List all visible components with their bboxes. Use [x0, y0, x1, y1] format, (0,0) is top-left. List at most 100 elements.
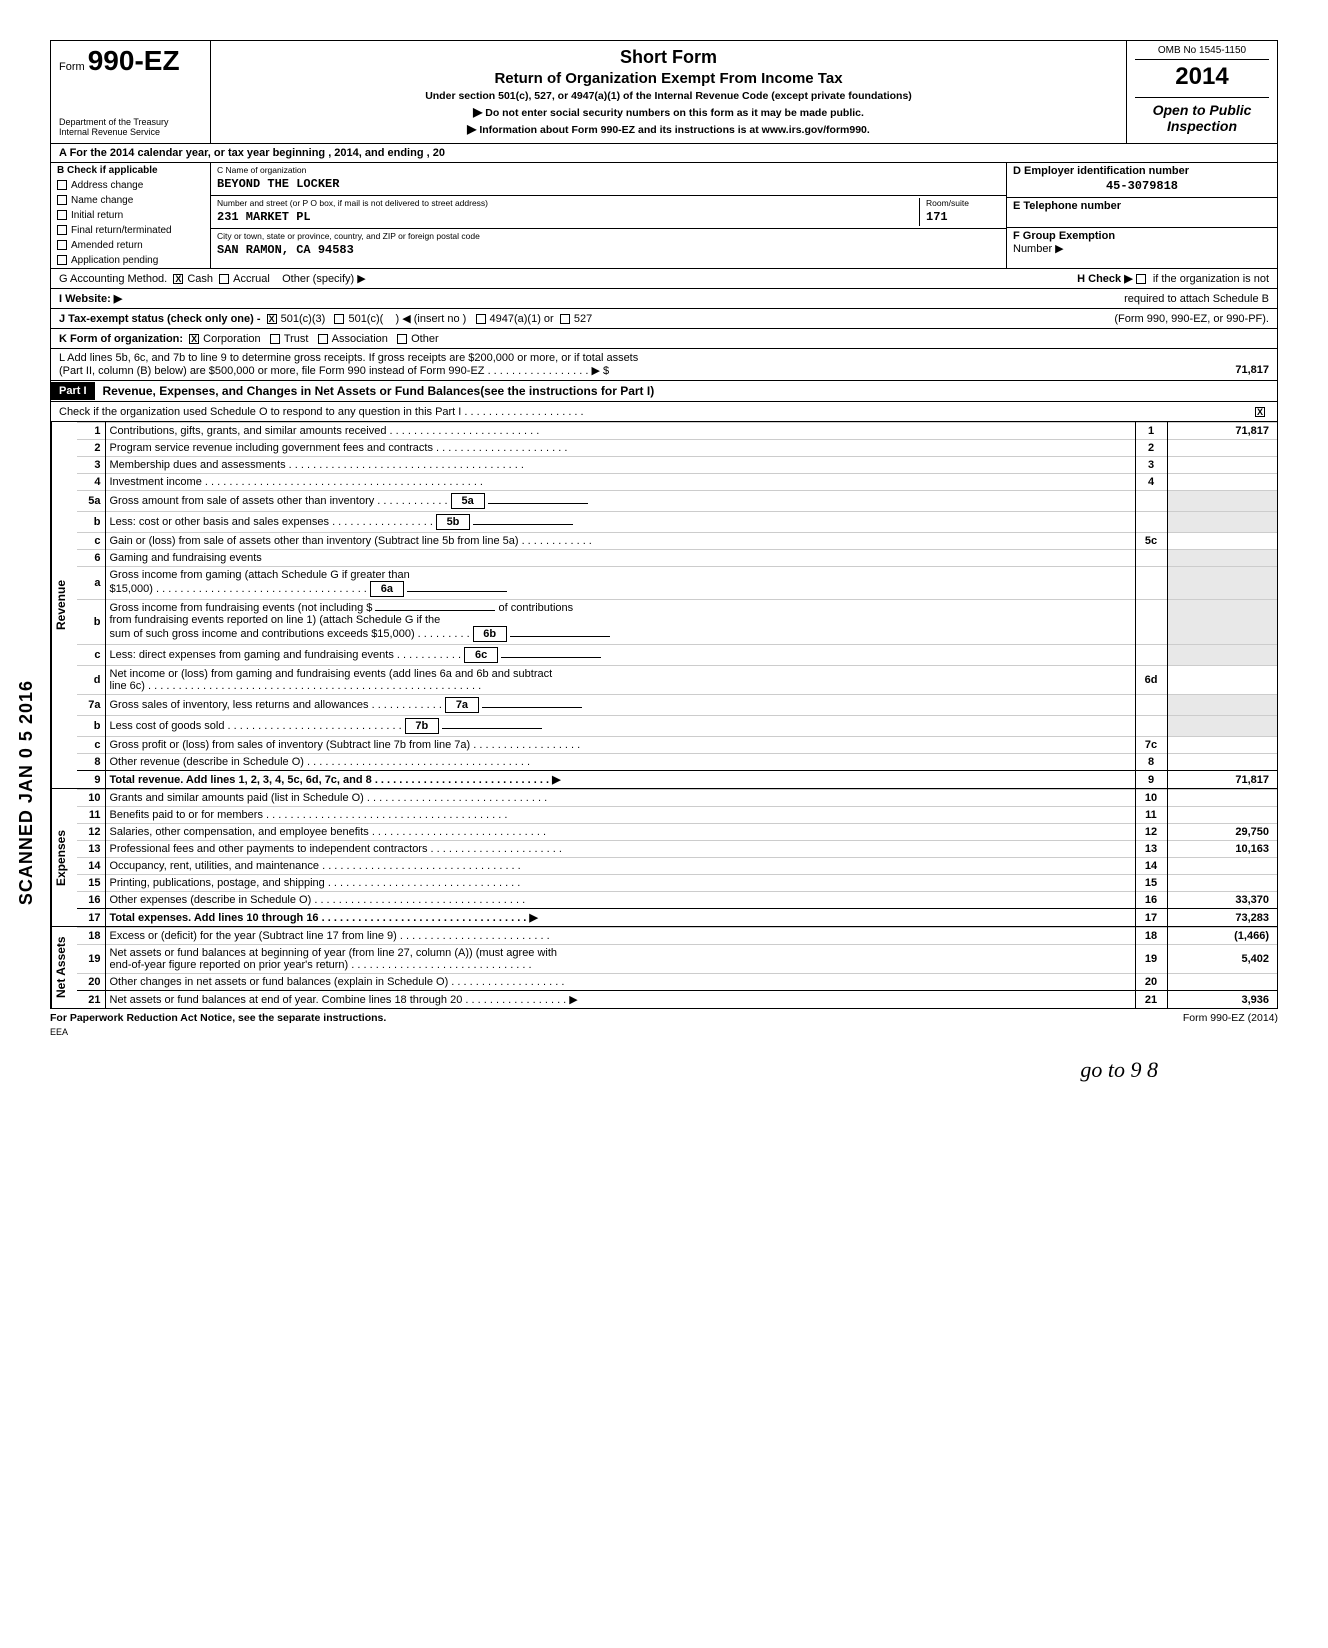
- line-7a-box: 7a: [445, 697, 479, 713]
- line-3-amt: [1167, 457, 1277, 474]
- line-6d-desc2: line 6c) . . . . . . . . . . . . . . . .…: [110, 680, 1131, 692]
- line-8-num: 8: [77, 754, 105, 771]
- chk-corporation[interactable]: [189, 334, 199, 344]
- line-18-amt: (1,466): [1167, 928, 1277, 945]
- line-8-desc: Other revenue (describe in Schedule O) .…: [105, 754, 1135, 771]
- row-i-label: I Website: ▶: [59, 292, 122, 305]
- line-16-desc: Other expenses (describe in Schedule O) …: [105, 892, 1135, 909]
- line-21-box: 21: [1135, 991, 1167, 1009]
- lbl-501c-b: ) ◀ (insert no ): [396, 312, 467, 325]
- chk-association[interactable]: [318, 334, 328, 344]
- lbl-accrual: Accrual: [233, 273, 270, 285]
- line-19-desc2: end-of-year figure reported on prior yea…: [110, 959, 1131, 971]
- street-label: Number and street (or P O box, if mail i…: [217, 198, 913, 208]
- lbl-address-change: Address change: [71, 180, 143, 191]
- line-18-box: 18: [1135, 928, 1167, 945]
- chk-address-change[interactable]: [57, 180, 67, 190]
- org-name-value: BEYOND THE LOCKER: [217, 175, 1000, 193]
- chk-501c[interactable]: [334, 314, 344, 324]
- revenue-section: Revenue 1Contributions, gifts, grants, a…: [50, 422, 1278, 789]
- chk-initial-return[interactable]: [57, 210, 67, 220]
- line-7b-desc: Less cost of goods sold . . . . . . . . …: [110, 720, 402, 732]
- chk-final-return[interactable]: [57, 225, 67, 235]
- section-bcd: B Check if applicable Address change Nam…: [50, 163, 1278, 269]
- line-9-box: 9: [1135, 771, 1167, 789]
- line-6-desc: Gaming and fundraising events: [105, 550, 1135, 567]
- line-16-num: 16: [77, 892, 105, 909]
- line-19-num: 19: [77, 945, 105, 974]
- line-1-amt: 71,817: [1167, 423, 1277, 440]
- form-word: Form: [59, 61, 85, 73]
- line-3-desc: Membership dues and assessments . . . . …: [105, 457, 1135, 474]
- section-b-header: B Check if applicable: [51, 163, 210, 178]
- chk-schedule-o[interactable]: [1255, 407, 1265, 417]
- line-2-amt: [1167, 440, 1277, 457]
- line-5b-box: 5b: [436, 514, 470, 530]
- line-3-box: 3: [1135, 457, 1167, 474]
- chk-trust[interactable]: [270, 334, 280, 344]
- line-6a-num: a: [77, 567, 105, 600]
- title-info: Information about Form 990-EZ and its in…: [479, 124, 870, 136]
- line-17-num: 17: [77, 909, 105, 927]
- line-15-num: 15: [77, 875, 105, 892]
- lbl-name-change: Name change: [71, 195, 133, 206]
- line-21-amt: 3,936: [1167, 991, 1277, 1009]
- chk-other-org[interactable]: [397, 334, 407, 344]
- row-h-text3: (Form 990, 990-EZ, or 990-PF).: [1114, 313, 1269, 325]
- row-h-text2: required to attach Schedule B: [1124, 293, 1269, 305]
- title-short: Short Form: [219, 47, 1118, 68]
- line-5b-desc: Less: cost or other basis and sales expe…: [110, 516, 433, 528]
- line-13-num: 13: [77, 841, 105, 858]
- line-10-num: 10: [77, 790, 105, 807]
- line-6b-box: 6b: [473, 626, 507, 642]
- chk-amended-return[interactable]: [57, 240, 67, 250]
- line-4-desc: Investment income . . . . . . . . . . . …: [105, 474, 1135, 491]
- lbl-final-return: Final return/terminated: [71, 225, 172, 236]
- line-5b-num: b: [77, 512, 105, 533]
- line-21-num: 21: [77, 991, 105, 1009]
- chk-4947[interactable]: [476, 314, 486, 324]
- chk-schedule-b[interactable]: [1136, 274, 1146, 284]
- line-8-box: 8: [1135, 754, 1167, 771]
- chk-501c3[interactable]: [267, 314, 277, 324]
- part1-header-row: Part I Revenue, Expenses, and Changes in…: [50, 381, 1278, 402]
- line-5a-box: 5a: [451, 493, 485, 509]
- line-19-amt: 5,402: [1167, 945, 1277, 974]
- line-14-desc: Occupancy, rent, utilities, and maintena…: [105, 858, 1135, 875]
- omb-number: OMB No 1545-1150: [1135, 45, 1269, 60]
- expenses-side-label: Expenses: [51, 789, 77, 926]
- part1-label: Part I: [51, 382, 95, 400]
- line-17-box: 17: [1135, 909, 1167, 927]
- line-6b-desc4: sum of such gross income and contributio…: [110, 628, 470, 640]
- expenses-section: Expenses 10Grants and similar amounts pa…: [50, 789, 1278, 927]
- row-k-label: K Form of organization:: [59, 333, 183, 345]
- netassets-side-label: Net Assets: [51, 927, 77, 1008]
- group-label2: Number ▶: [1013, 242, 1271, 255]
- form-number: 990-EZ: [88, 45, 180, 76]
- lbl-corporation: Corporation: [203, 333, 260, 345]
- title-under: Under section 501(c), 527, or 4947(a)(1)…: [219, 90, 1118, 102]
- lbl-other-method: Other (specify) ▶: [282, 272, 366, 285]
- room-label: Room/suite: [926, 198, 1000, 208]
- lbl-other-org: Other: [411, 333, 439, 345]
- line-10-amt: [1167, 790, 1277, 807]
- chk-name-change[interactable]: [57, 195, 67, 205]
- chk-527[interactable]: [560, 314, 570, 324]
- lbl-4947: 4947(a)(1) or: [490, 313, 554, 325]
- chk-accrual[interactable]: [219, 274, 229, 284]
- line-21-desc: Net assets or fund balances at end of ye…: [105, 991, 1135, 1009]
- chk-application-pending[interactable]: [57, 255, 67, 265]
- phone-label: E Telephone number: [1013, 200, 1271, 212]
- street-value: 231 MARKET PL: [217, 208, 913, 226]
- part1-check-row: Check if the organization used Schedule …: [50, 402, 1278, 422]
- line-1-box: 1: [1135, 423, 1167, 440]
- chk-cash[interactable]: [173, 274, 183, 284]
- line-15-amt: [1167, 875, 1277, 892]
- title-no-ssn: Do not enter social security numbers on …: [485, 107, 864, 119]
- line-7b-num: b: [77, 716, 105, 737]
- line-17-amt: 73,283: [1167, 909, 1277, 927]
- line-4-num: 4: [77, 474, 105, 491]
- lbl-association: Association: [332, 333, 388, 345]
- city-label: City or town, state or province, country…: [217, 231, 1000, 241]
- phone-value: [1013, 212, 1271, 216]
